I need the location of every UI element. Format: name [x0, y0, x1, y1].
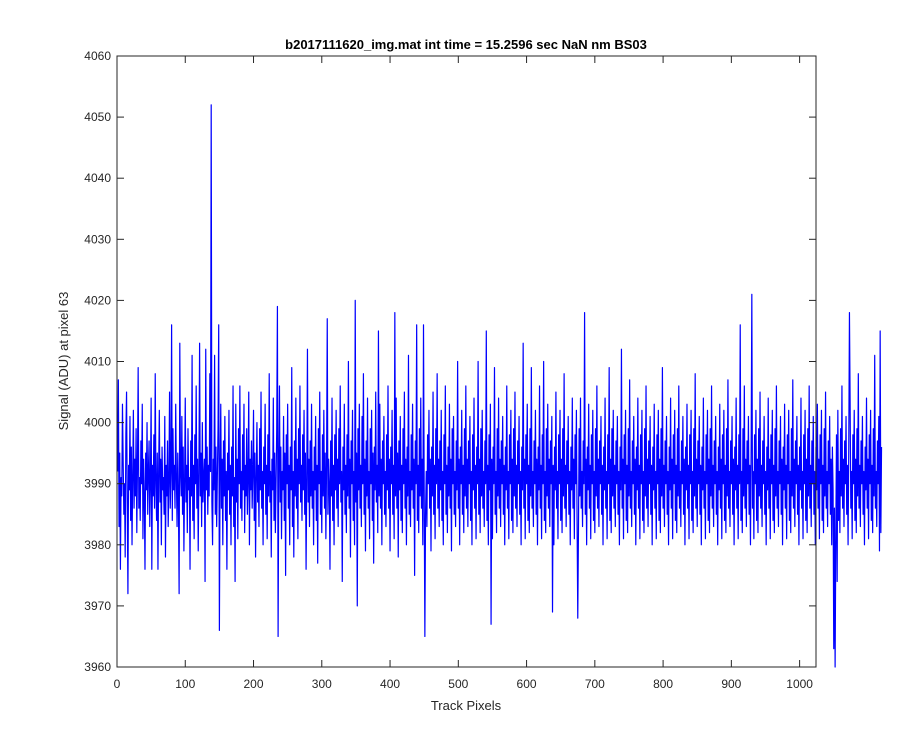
- y-tick-label: 3970: [84, 599, 111, 613]
- data-layer: [117, 104, 883, 668]
- y-tick-label: 3990: [84, 477, 111, 491]
- y-axis-label: Signal (ADU) at pixel 63: [56, 292, 71, 431]
- series-line: [117, 104, 883, 668]
- x-tick-label: 400: [380, 677, 400, 691]
- x-tick-label: 200: [244, 677, 264, 691]
- y-tick-label: 3960: [84, 660, 111, 674]
- x-tick-label: 900: [721, 677, 741, 691]
- y-tick-label: 4040: [84, 171, 111, 185]
- plot-area: [117, 56, 816, 667]
- y-tick-label: 4010: [84, 355, 111, 369]
- x-tick-label: 700: [585, 677, 605, 691]
- y-tick-label: 4020: [84, 293, 111, 307]
- y-tick-label: 4060: [84, 49, 111, 63]
- axes-box: [116, 55, 817, 668]
- x-tick-label: 800: [653, 677, 673, 691]
- x-tick-label: 100: [175, 677, 195, 691]
- x-tick-label: 300: [312, 677, 332, 691]
- x-tick-label: 500: [448, 677, 468, 691]
- y-tick-label: 3980: [84, 538, 111, 552]
- x-tick-label: 0: [114, 677, 121, 691]
- y-tick-label: 4030: [84, 232, 111, 246]
- chart-title: b2017111620_img.mat int time = 15.2596 s…: [285, 37, 647, 52]
- tick-layer: 0 100 200 300 400 500 600 700 800 900 1000 3960 3970…: [84, 49, 816, 691]
- y-tick-label: 4000: [84, 416, 111, 430]
- x-axis-label: Track Pixels: [431, 698, 502, 713]
- x-tick-label: 600: [517, 677, 537, 691]
- y-tick-label: 4050: [84, 110, 111, 124]
- x-tick-label: 1000: [786, 677, 813, 691]
